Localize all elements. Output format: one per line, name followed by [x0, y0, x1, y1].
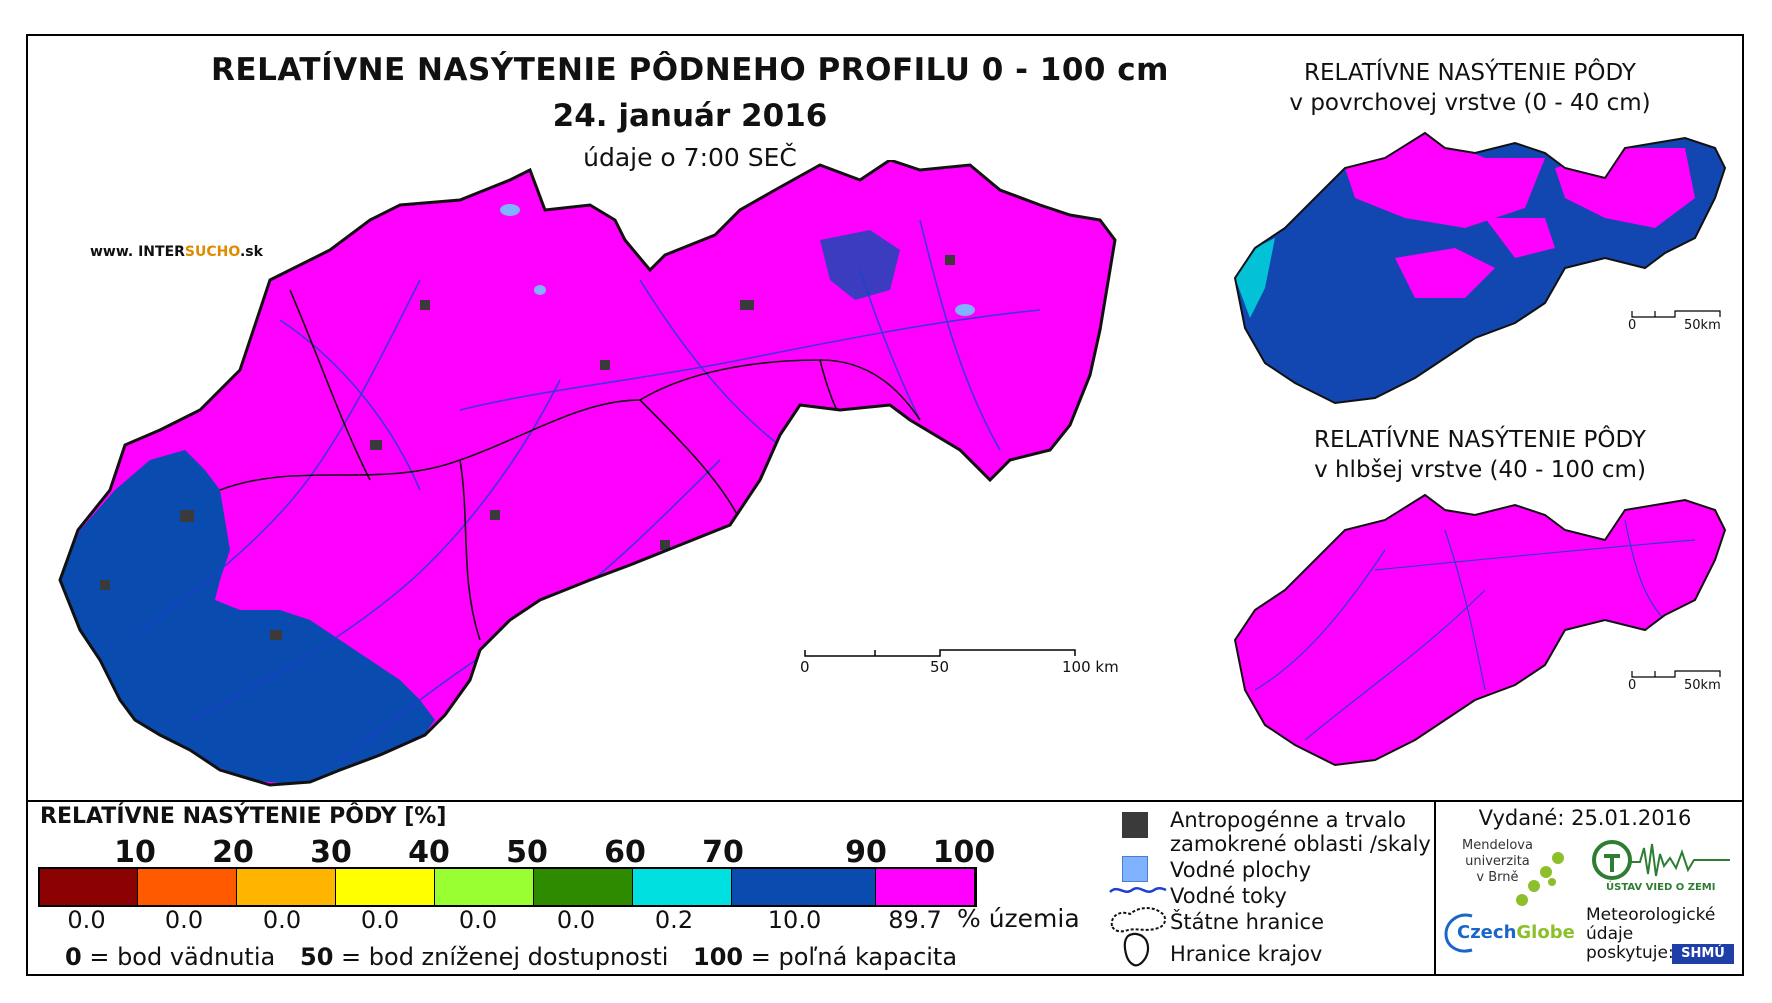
note-reduced-availability: 50 = bod zníženej dostupnosti	[300, 943, 669, 971]
region-border-icon	[1123, 932, 1150, 967]
water-stream-icon	[1109, 886, 1167, 893]
inset-bottom-scale-0: 0	[1628, 678, 1637, 693]
map-frame	[26, 34, 1744, 976]
scale-label-0: 0	[800, 658, 810, 676]
legend-tick-label: 100	[932, 835, 996, 870]
shmu-logo: SHMÚ	[1672, 944, 1734, 964]
legend-class-percent: 10.0	[767, 906, 822, 934]
inset-bottom-scale-bar	[1631, 670, 1721, 678]
mendel-logo-text: Mendelova univerzita v Brně	[1462, 838, 1533, 885]
inset-bottom-title: RELATÍVNE NASÝTENIE PÔDY v hlbšej vrstve…	[1314, 427, 1646, 483]
divider-symbols-credits	[1434, 800, 1436, 976]
mendel-logo-icon	[1516, 852, 1564, 906]
legend-class-swatch	[732, 869, 876, 905]
legend-tick-label: 50	[506, 835, 548, 870]
map-time: údaje o 7:00 SEČ	[583, 143, 797, 172]
note-field-capacity: 100 = poľná kapacita	[693, 943, 958, 971]
legend-tick-label: 40	[408, 835, 450, 870]
legend-class-percent: 0.0	[360, 906, 400, 934]
legend-class-swatch	[435, 869, 534, 905]
legend-tick-label: 60	[604, 835, 646, 870]
state-border-label: Štátne hranice	[1170, 910, 1324, 934]
anthropogenic-swatch	[1122, 812, 1148, 838]
legend-class-percent: 0.2	[654, 906, 694, 934]
water-streams-label: Vodné toky	[1170, 884, 1287, 908]
legend-class-swatch	[336, 869, 435, 905]
inset-bottom-map	[1233, 493, 1727, 767]
ustav-logo-text: ÚSTAV VIED O ZEMI	[1606, 882, 1716, 893]
legend-class-percent: 89.7	[888, 906, 942, 934]
legend-tick-label: 20	[212, 835, 254, 870]
scale-label-50: 50	[930, 658, 950, 676]
legend-class-swatch	[633, 869, 732, 905]
water-area-swatch	[1122, 856, 1148, 882]
issued-date: Vydané: 25.01.2016	[1478, 806, 1692, 830]
legend-class-percent: 0.0	[67, 906, 106, 934]
map-title: RELATÍVNE NASÝTENIE PÔDNEHO PROFILU 0 - …	[211, 52, 1169, 88]
legend-tick-label: 30	[310, 835, 352, 870]
legend-class-percent: 0.0	[164, 906, 204, 934]
legend-class-swatch	[534, 869, 633, 905]
legend-tick-label: 70	[702, 835, 744, 870]
legend-class-swatch	[138, 869, 237, 905]
legend-class-percent: 0.0	[556, 906, 596, 934]
scale-label-100: 100 km	[1062, 658, 1119, 676]
anthropogenic-label: Antropogénne a trvalo zamokrené oblasti …	[1170, 808, 1431, 856]
state-border-icon	[1110, 907, 1166, 933]
inset-top-scale-50: 50km	[1684, 318, 1721, 333]
map-date: 24. január 2016	[552, 98, 828, 134]
legend-title: RELATÍVNE NASÝTENIE PÔDY [%]	[40, 804, 447, 829]
inset-top-scale-bar	[1631, 310, 1721, 318]
legend-tick-label: 10	[114, 835, 156, 870]
water-areas-label: Vodné plochy	[1170, 858, 1312, 882]
czechglobe-logo-icon	[1444, 913, 1473, 953]
legend-class-swatch	[876, 869, 975, 905]
main-scale-bar	[804, 649, 1076, 657]
main-map	[58, 160, 1117, 787]
region-border-label: Hranice krajov	[1170, 942, 1323, 966]
ustav-logo-icon	[1592, 840, 1730, 880]
meteo-provider-text: Meteorologické údaje poskytuje:	[1586, 905, 1716, 963]
legend-divider	[26, 800, 1744, 802]
inset-top-map	[1233, 131, 1727, 405]
legend-tick-label: 90	[845, 835, 887, 870]
czechglobe-logo-text: CzechGlobe	[1457, 922, 1575, 943]
note-wilting-point: 0 = bod vädnutia	[65, 943, 276, 971]
inset-bottom-scale-50: 50km	[1684, 678, 1721, 693]
legend-class-percent: 0.0	[262, 906, 302, 934]
legend-class-swatch	[40, 869, 138, 905]
inset-top-scale-0: 0	[1628, 318, 1637, 333]
legend-class-swatch	[237, 869, 336, 905]
inset-top-title: RELATÍVNE NASÝTENIE PÔDY v povrchovej vr…	[1289, 60, 1651, 116]
legend-class-percent: 0.0	[458, 906, 498, 934]
website-link[interactable]: www. INTERSUCHO.sk	[90, 244, 263, 260]
legend-colorbar	[38, 867, 977, 907]
percent-unit: % územia	[957, 904, 1080, 933]
